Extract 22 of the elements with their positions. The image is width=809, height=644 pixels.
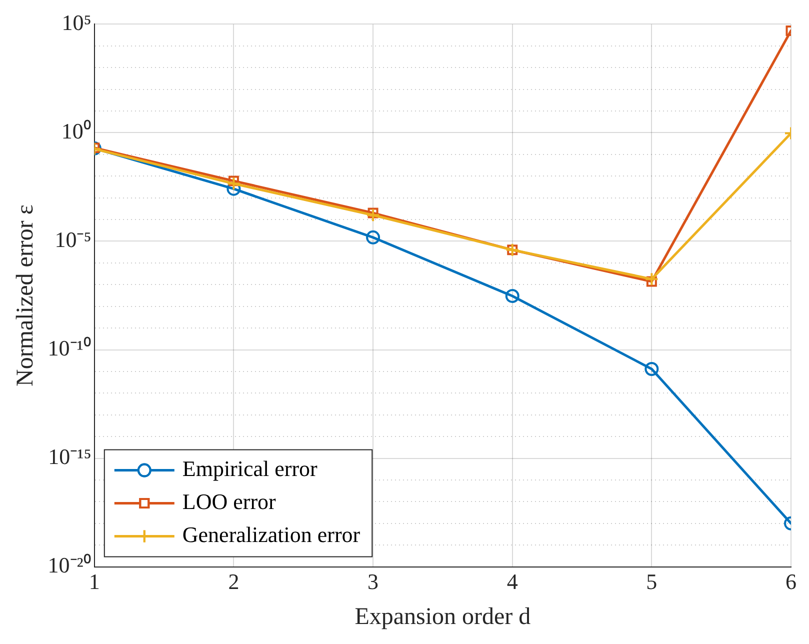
y-tick-label: 10⁵: [62, 10, 92, 35]
point: [505, 288, 520, 303]
y-tick-label: 10⁻¹⁰: [48, 336, 92, 361]
point: [366, 208, 380, 222]
x-axis-title: Expansion order d: [354, 604, 531, 630]
x-tick-label: 3: [368, 568, 379, 594]
x-tick-label: 2: [228, 568, 240, 594]
point: [366, 230, 380, 244]
x-tick-label: 6: [786, 568, 796, 594]
legend-label: LOO error: [182, 489, 277, 514]
x-tick-label: 5: [646, 568, 658, 594]
y-tick-label: 10⁰: [61, 118, 92, 144]
y-tick-label: 10⁻⁵: [54, 227, 92, 252]
y-tick-label: 10⁻¹⁵: [48, 444, 92, 470]
y-axis-title: Normalized error ε: [12, 204, 39, 386]
x-tick-label: 1: [88, 568, 100, 594]
x-tick-label: 4: [506, 568, 518, 594]
point: [368, 208, 378, 218]
legend-label: Generalization error: [182, 522, 361, 548]
point: [226, 176, 241, 191]
y-tick-label: 10⁻²⁰: [48, 552, 92, 578]
legend-label: Empirical error: [182, 456, 318, 482]
